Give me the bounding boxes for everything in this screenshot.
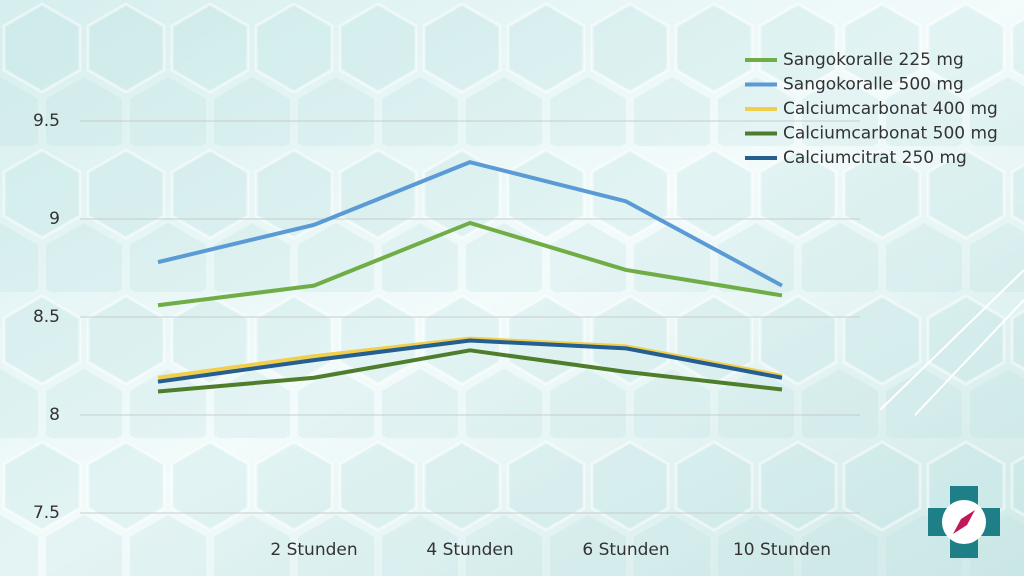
series-line bbox=[157, 220, 783, 308]
legend-label: Sangokoralle 500 mg bbox=[783, 75, 964, 95]
x-tick-label: 4 Stunden bbox=[426, 540, 513, 560]
y-tick-label: 9 bbox=[49, 209, 60, 229]
series-line bbox=[157, 160, 783, 288]
x-tick-label: 2 Stunden bbox=[270, 540, 357, 560]
y-tick-label: 9.5 bbox=[33, 111, 60, 131]
x-tick-label: 10 Stunden bbox=[733, 540, 831, 560]
legend-label: Sangokoralle 225 mg bbox=[783, 50, 964, 70]
legend-label: Calciumcitrat 250 mg bbox=[783, 148, 967, 168]
x-tick-label: 6 Stunden bbox=[582, 540, 669, 560]
logo bbox=[928, 486, 1000, 558]
legend-label: Calciumcarbonat 500 mg bbox=[783, 124, 998, 144]
deco-line bbox=[879, 269, 1024, 411]
series-line bbox=[157, 338, 783, 384]
deco-line bbox=[914, 299, 1024, 416]
series-line bbox=[157, 348, 783, 394]
chart: 7.5 8 8.5 9 9.5 2 Stunden 4 Stunden 6 Stunden 10… bbox=[33, 50, 998, 560]
legend-label: Calciumcarbonat 400 mg bbox=[783, 99, 998, 119]
y-tick-label: 8.5 bbox=[33, 307, 60, 327]
y-tick-label: 8 bbox=[49, 405, 60, 425]
y-tick-label: 7.5 bbox=[33, 503, 60, 523]
